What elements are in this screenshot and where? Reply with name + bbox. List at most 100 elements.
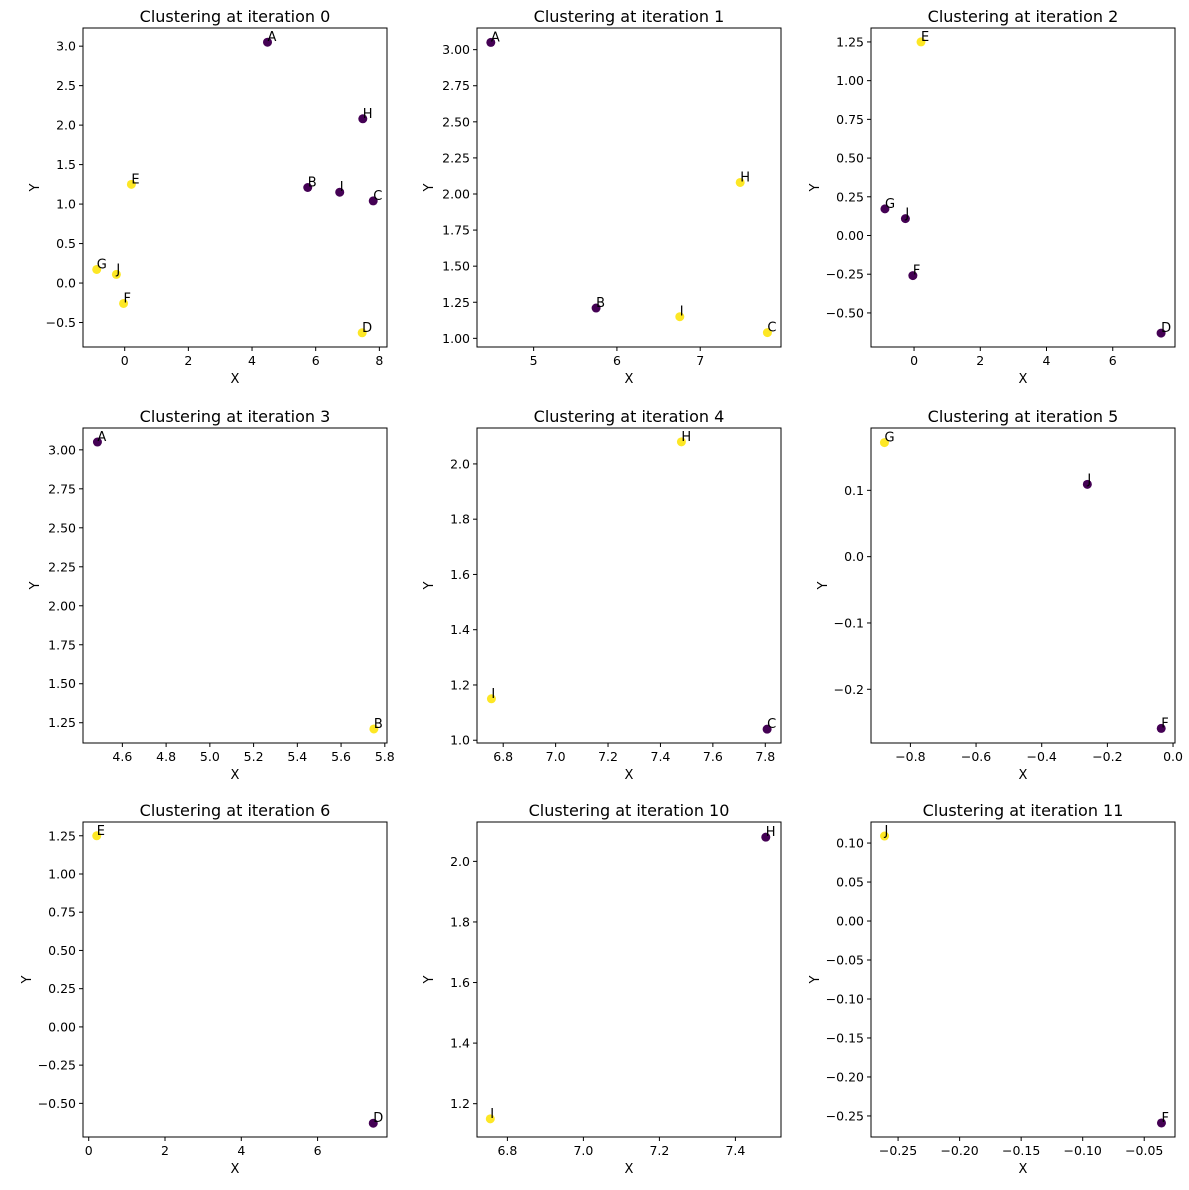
point-label: I [340,180,344,195]
point-label: B [596,296,605,311]
x-tick-label: −0.10 [1064,1143,1102,1158]
y-axis-label: Y [808,975,823,984]
point-label: F [1161,1111,1168,1126]
y-axis-label: Y [808,183,823,192]
point-label: A [491,30,500,45]
x-tick-label: 7.0 [573,1143,593,1158]
x-tick-label: 5.0 [200,749,220,764]
y-axis-label: Y [816,581,831,590]
data-point [675,312,685,322]
axes-frame [870,27,1176,348]
data-point [485,1114,495,1124]
y-tick-label: 1.0 [56,197,76,212]
y-tick-label: 3.00 [48,442,76,457]
x-tick-label: 0.0 [1163,749,1183,764]
x-tick-label: 5.4 [287,749,307,764]
y-tick-label: 1.0 [450,733,470,748]
y-tick-label: 0.75 [836,112,864,127]
subplot-title: Clustering at iteration 11 [923,801,1124,820]
x-tick-label: 7.2 [598,749,618,764]
data-point [880,831,890,841]
subplot-title: Clustering at iteration 2 [928,7,1119,26]
point-label: A [268,30,277,45]
x-tick-label: 2 [184,353,192,368]
y-tick-label: 1.75 [442,223,470,238]
y-tick-label: 2.50 [48,520,76,535]
x-tick-label: 7.8 [755,749,775,764]
y-tick-label: 1.25 [442,295,470,310]
y-tick-label: 1.5 [56,157,76,172]
y-tick-label: 1.50 [442,259,470,274]
y-tick-label: 0.0 [56,276,76,291]
y-tick-label: 1.75 [48,637,76,652]
subplot-title: Clustering at iteration 0 [140,7,331,26]
y-tick-label: 0.25 [836,189,864,204]
x-axis-label: X [231,372,240,387]
y-tick-label: 1.8 [450,512,470,527]
subplot-title: Clustering at iteration 3 [140,407,331,426]
point-label: J [1086,472,1091,487]
point-label: H [363,107,373,122]
x-tick-label: −0.4 [1027,749,1057,764]
x-tick-label: 0 [910,353,918,368]
data-point [486,694,496,704]
point-label: A [97,430,106,445]
y-tick-label: 1.50 [48,676,76,691]
x-tick-label: 6 [613,353,621,368]
x-axis-label: X [1019,1162,1028,1177]
y-tick-label: 1.25 [48,828,76,843]
point-label: F [913,264,920,279]
data-point [303,183,313,192]
data-point [335,187,345,197]
x-tick-label: 4 [237,1143,245,1158]
point-label: C [373,189,382,204]
data-point [263,37,273,47]
x-tick-label: 4.6 [112,749,132,764]
point-label: C [767,717,776,732]
x-axis-label: X [625,372,634,387]
data-point [1156,723,1166,733]
point-label: F [1161,716,1168,731]
x-tick-label: −0.2 [1092,749,1122,764]
point-label: B [374,717,383,732]
y-tick-label: 2.5 [56,78,76,93]
data-point [369,724,379,734]
point-label: J [904,207,909,222]
x-tick-label: −0.8 [895,749,925,764]
data-point [126,179,136,189]
point-label: E [97,824,105,839]
axes-frame [476,27,782,348]
axes-frame [82,27,388,348]
x-tick-label: 5.6 [331,749,351,764]
x-tick-label: 7.4 [725,1143,745,1158]
x-tick-label: 0 [85,1143,93,1158]
x-tick-label: 7.4 [651,749,671,764]
x-tick-label: −0.05 [1125,1143,1163,1158]
data-point [358,114,368,124]
y-tick-label: 0.1 [844,483,864,498]
data-point [92,264,102,274]
y-axis-label: Y [28,183,43,192]
y-tick-label: 0.05 [836,875,864,890]
y-tick-label: 1.25 [836,34,864,49]
x-axis-label: X [231,1162,240,1177]
x-axis-label: X [1019,372,1028,387]
y-tick-label: 0.50 [836,151,864,166]
subplot-title: Clustering at iteration 6 [140,801,331,820]
data-point [879,438,889,448]
y-tick-label: −0.25 [826,1108,864,1123]
point-label: G [885,197,895,212]
point-label: H [681,430,691,445]
y-axis-label: Y [20,975,35,984]
data-point [92,437,102,447]
subplot-title: Clustering at iteration 4 [534,407,725,426]
x-tick-label: 5.2 [244,749,264,764]
y-tick-label: −0.05 [826,953,864,968]
subplot-title: Clustering at iteration 1 [534,7,725,26]
x-tick-label: 7 [696,353,704,368]
subplot-title: Clustering at iteration 5 [928,407,1119,426]
y-tick-label: 2.25 [48,559,76,574]
point-label: B [308,176,317,191]
y-tick-label: 0.0 [844,549,864,564]
x-tick-label: −0.20 [940,1143,978,1158]
